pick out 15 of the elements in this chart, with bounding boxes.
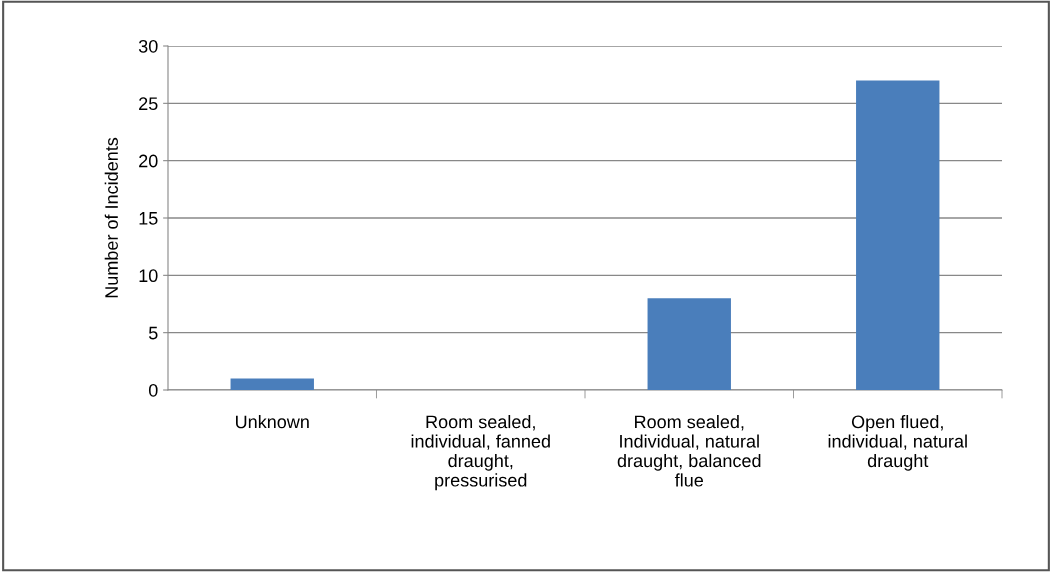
y-axis-title: Number of Incidents bbox=[104, 137, 118, 298]
x-tick-label: Unknown bbox=[236, 415, 309, 429]
y-tick-label: 5 bbox=[148, 326, 158, 340]
y-tick-label: 15 bbox=[139, 212, 158, 225]
y-tick-label: 20 bbox=[139, 154, 158, 168]
x-tick-label: Room sealed, Individual, natural draught, balanced flue bbox=[617, 415, 761, 487]
y-tick-label: 30 bbox=[138, 39, 158, 53]
y-tick-label: 10 bbox=[139, 269, 158, 283]
y-tick-label: 25 bbox=[139, 97, 158, 111]
bar bbox=[230, 378, 314, 390]
x-tick-label: Open flued, individual, natural draught bbox=[828, 415, 967, 471]
bar bbox=[856, 80, 940, 390]
y-tick-label: 0 bbox=[148, 383, 158, 397]
bar bbox=[647, 298, 731, 390]
x-tick-label: Room sealed, individual, fanned draught, pressurised bbox=[411, 415, 550, 491]
